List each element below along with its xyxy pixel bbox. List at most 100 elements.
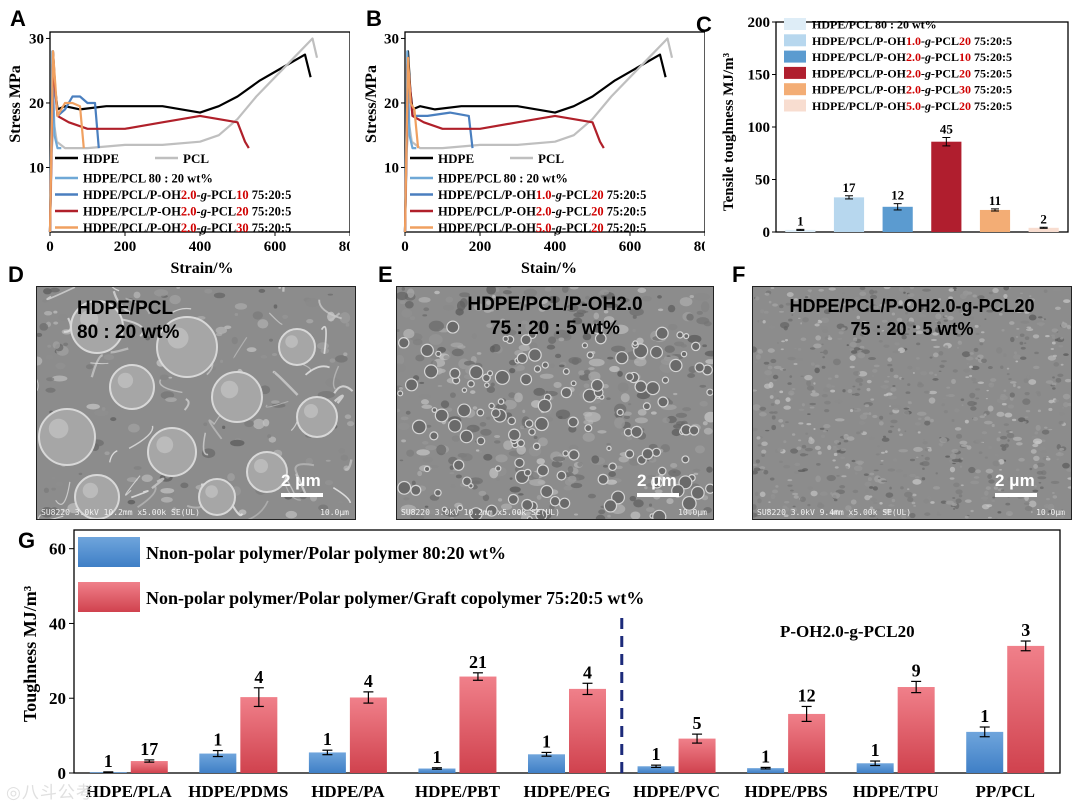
sem-texture-speck xyxy=(686,510,693,515)
legend-swatch-binary xyxy=(78,537,140,567)
sem-texture-speck xyxy=(806,511,810,515)
sem-texture-speck xyxy=(47,344,52,348)
sem-texture-speck xyxy=(879,303,886,307)
sem-texture-speck xyxy=(787,382,792,385)
sem-texture-speck xyxy=(617,382,629,393)
sem-texture-speck xyxy=(899,332,907,336)
sem-texture-speck xyxy=(1051,492,1055,494)
sem-texture-speck xyxy=(905,311,908,315)
bar-data-label: 3 xyxy=(1021,620,1030,640)
sem-texture-speck xyxy=(935,313,942,320)
sem-texture-speck xyxy=(486,300,491,306)
sem-texture-speck xyxy=(696,317,710,325)
sem-texture-speck xyxy=(807,503,811,507)
bar-data-label: 1 xyxy=(323,729,332,749)
legend-label-ternary: Non-polar polymer/Polar polymer/Graft co… xyxy=(146,588,644,608)
sem-dispersed-particle xyxy=(507,493,519,505)
sem-texture-speck xyxy=(700,301,710,313)
sem-texture-speck xyxy=(977,295,985,300)
sem-texture-speck xyxy=(882,435,886,438)
sem-texture-speck xyxy=(907,383,911,386)
sem-texture-speck xyxy=(1029,467,1033,471)
sem-dispersed-particle xyxy=(568,449,580,461)
sem-texture-speck xyxy=(704,350,713,357)
sem-texture-speck xyxy=(789,375,793,378)
legend-text-part: HDPE/PCL/P-OH xyxy=(83,205,181,219)
sem-texture-speck xyxy=(870,398,875,401)
sem-texture-speck xyxy=(945,455,950,458)
sem-texture-speck xyxy=(793,495,799,499)
sem-texture-speck xyxy=(573,312,585,318)
sem-texture-speck xyxy=(523,288,538,297)
sem-texture-speck xyxy=(909,458,916,462)
sem-texture-speck xyxy=(849,348,854,351)
sem-info-d: SU8220 3.0kV 10.2mm x5.00k SE(UL) xyxy=(41,508,200,517)
sem-texture-speck xyxy=(791,310,795,313)
y-tick-label: 0 xyxy=(763,225,771,241)
sem-dispersed-particle xyxy=(594,332,607,345)
sem-texture-speck xyxy=(634,360,639,364)
sem-texture-speck xyxy=(785,338,789,342)
legend-text-part: HDPE/PCL/P-OH xyxy=(812,50,907,64)
sem-texture-speck xyxy=(855,322,863,328)
sem-texture-speck xyxy=(442,304,455,311)
sem-fibril xyxy=(202,432,209,456)
sem-texture-speck xyxy=(696,310,703,315)
sem-texture-speck xyxy=(422,314,428,317)
sem-texture-speck xyxy=(858,382,863,386)
sem-texture-speck xyxy=(702,421,708,426)
sem-texture-speck xyxy=(969,374,973,378)
sem-texture-speck xyxy=(1024,336,1030,340)
sem-texture-speck xyxy=(238,509,247,516)
sem-texture-speck xyxy=(1051,334,1055,337)
sem-texture-speck xyxy=(983,420,993,425)
sem-texture-speck xyxy=(1001,402,1007,406)
sem-texture-speck xyxy=(807,486,813,490)
sem-texture-speck xyxy=(880,451,885,454)
sem-texture-speck xyxy=(948,288,955,292)
bar xyxy=(833,197,865,232)
sem-texture-speck xyxy=(844,465,849,470)
sem-texture-speck xyxy=(1052,387,1056,390)
sem-fibril xyxy=(344,459,353,471)
sem-texture-speck xyxy=(923,390,931,394)
bar-data-label: 2 xyxy=(1040,211,1047,226)
sem-image-d: HDPE/PCL 80 : 20 wt% 2 μm SU8220 3.0kV 1… xyxy=(36,286,356,520)
sem-texture-speck xyxy=(757,498,762,504)
sem-dispersed-particle xyxy=(528,348,542,362)
sem-texture-speck xyxy=(984,413,987,417)
sem-texture-speck xyxy=(703,507,712,514)
sem-texture-speck xyxy=(843,287,847,289)
sem-texture-speck xyxy=(919,371,928,376)
sem-texture-speck xyxy=(1026,328,1034,332)
sem-texture-speck xyxy=(761,449,767,454)
sem-texture-speck xyxy=(823,424,831,429)
sem-texture-speck xyxy=(834,374,839,379)
sem-texture-speck xyxy=(1028,482,1034,487)
sem-particle-highlight xyxy=(167,327,189,349)
series-line xyxy=(48,37,319,233)
legend-text-part: 20 xyxy=(959,66,971,80)
sem-texture-speck xyxy=(1045,380,1054,384)
sem-texture-speck xyxy=(900,486,904,490)
sem-dispersed-particle xyxy=(495,465,502,472)
sem-texture-speck xyxy=(486,386,496,394)
legend-text-part: PCL xyxy=(566,221,591,235)
sem-texture-speck xyxy=(875,453,880,456)
sem-texture-speck xyxy=(914,325,921,330)
sem-texture-speck xyxy=(246,347,257,353)
scale-bar-d: 2 μm xyxy=(281,471,323,497)
sem-dispersed-particle xyxy=(514,457,525,469)
sem-texture-speck xyxy=(1000,365,1004,370)
sem-texture-speck xyxy=(877,327,883,332)
sem-texture-speck xyxy=(546,344,556,350)
sem-texture-speck xyxy=(1028,314,1037,321)
bar-ternary-blend xyxy=(788,713,826,773)
sem-texture-speck xyxy=(869,514,876,518)
sem-texture-speck xyxy=(828,287,836,291)
sem-texture-speck xyxy=(924,416,931,421)
sem-texture-speck xyxy=(285,510,298,519)
sem-dispersed-particle xyxy=(581,342,589,349)
sem-texture-speck xyxy=(794,470,799,474)
sem-texture-speck xyxy=(973,476,980,479)
